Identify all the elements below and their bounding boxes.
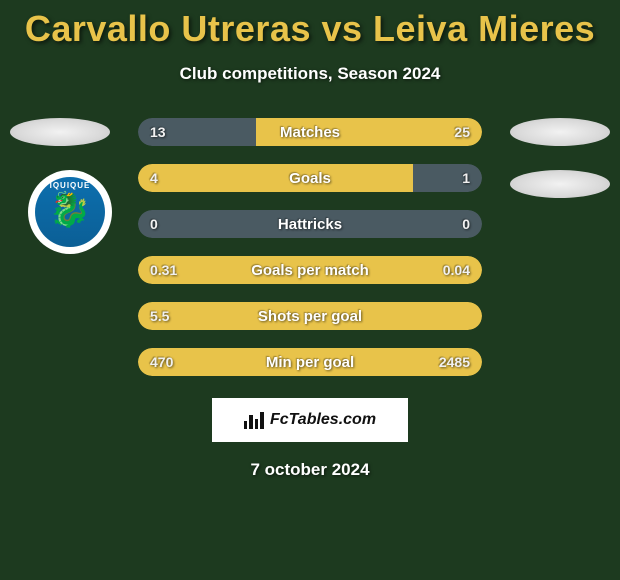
stat-label: Min per goal [138,348,482,376]
stat-row: 00Hattricks [138,210,482,238]
footer-logo-text: FcTables.com [270,411,376,429]
footer-date: 7 october 2024 [0,460,620,480]
stat-row: 41Goals [138,164,482,192]
page-subtitle: Club competitions, Season 2024 [0,64,620,84]
stat-label: Goals [138,164,482,192]
stat-row: 1325Matches [138,118,482,146]
stat-row: 5.5Shots per goal [138,302,482,330]
footer-logo: FcTables.com [212,398,408,442]
stat-label: Goals per match [138,256,482,284]
team-badge-text: IQUIQUE [35,181,105,190]
dragon-icon: 🐉 [49,193,91,227]
team-badge-left: IQUIQUE 🐉 [28,170,112,254]
stat-row: 4702485Min per goal [138,348,482,376]
stat-label: Hattricks [138,210,482,238]
team-badge-placeholder-left [10,118,110,146]
team-badge-placeholder-right-2 [510,170,610,198]
compare-area: IQUIQUE 🐉 1325Matches 41Goals 00Hattricks 0… [0,118,620,376]
page-title: Carvallo Utreras vs Leiva Mieres [0,0,620,50]
stat-label: Shots per goal [138,302,482,330]
stat-row: 0.310.04Goals per match [138,256,482,284]
stat-label: Matches [138,118,482,146]
team-badge-placeholder-right-1 [510,118,610,146]
stats-bars: 1325Matches 41Goals 00Hattricks 0.310.04Goa… [138,118,482,376]
chart-icon [244,411,264,429]
